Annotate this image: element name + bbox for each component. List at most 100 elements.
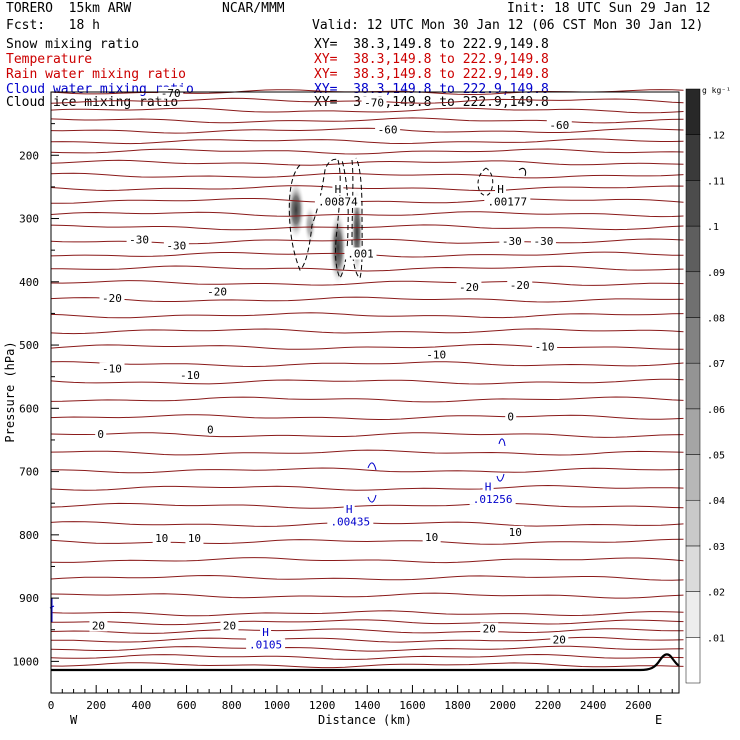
temperature-label: -10 bbox=[102, 363, 122, 376]
isotherm bbox=[50, 636, 684, 643]
temperature-label: -20 bbox=[207, 285, 227, 298]
label-backdrop bbox=[152, 532, 171, 545]
field-xy-snow: XY= 38.3,149.8 to 222.9,149.8 bbox=[314, 37, 549, 52]
colorbar-tick-label: .01 bbox=[707, 633, 725, 644]
colorbar-tick-label: .07 bbox=[707, 359, 725, 370]
temperature-label: -30 bbox=[534, 235, 554, 248]
colorbar-swatch bbox=[685, 317, 701, 364]
colorbar: .01 .02 .03 .04 .05 .06 .07 .08 .09 .1 .11 .12 bbox=[685, 88, 725, 684]
isotherm bbox=[51, 619, 684, 626]
x-tick-label: 800 bbox=[222, 699, 242, 712]
field-name-snow: Snow mixing ratio bbox=[6, 37, 140, 52]
valid-time: Valid: 12 UTC Mon 30 Jan 12 (06 CST Mon … bbox=[312, 18, 704, 33]
isotherm bbox=[50, 117, 684, 124]
colorbar-tick-label: .06 bbox=[707, 405, 725, 416]
isotherm bbox=[50, 653, 684, 660]
west-label: W bbox=[70, 713, 78, 727]
organization: NCAR/MMM bbox=[222, 1, 285, 16]
cloud-water-label: H bbox=[262, 626, 269, 639]
cloud-water-label: .0105 bbox=[249, 638, 282, 651]
isotherm bbox=[50, 449, 684, 456]
snow-label: H bbox=[497, 183, 504, 196]
label-backdrop bbox=[480, 622, 499, 635]
y-axis: 200 300 400 500 600 700 800 900 1000 bbox=[13, 123, 59, 668]
isotherm bbox=[50, 138, 684, 145]
field-xy-temperature: XY= 38.3,149.8 to 222.9,149.8 bbox=[314, 52, 549, 67]
isotherm bbox=[50, 538, 684, 545]
isotherm bbox=[51, 265, 684, 272]
x-tick-label: 2000 bbox=[490, 699, 517, 712]
label-backdrop bbox=[185, 532, 204, 545]
y-tick-label: 400 bbox=[19, 276, 39, 289]
label-backdrop bbox=[375, 123, 401, 136]
isotherm bbox=[50, 172, 684, 179]
label-backdrop bbox=[163, 239, 189, 252]
temperature-label: 10 bbox=[188, 532, 201, 545]
isotherm bbox=[50, 224, 684, 231]
x-tick-label: 400 bbox=[131, 699, 151, 712]
label-backdrop bbox=[99, 362, 125, 375]
temperature-label: -20 bbox=[459, 281, 479, 294]
colorbar-swatch bbox=[685, 180, 701, 227]
colorbar-tick-label: .04 bbox=[707, 496, 725, 507]
colorbar-swatch bbox=[685, 225, 701, 273]
isotherm bbox=[50, 645, 684, 652]
temperature-label: -30 bbox=[166, 239, 186, 252]
label-backdrop bbox=[530, 234, 556, 247]
label-backdrop bbox=[505, 410, 517, 423]
isotherm bbox=[50, 361, 684, 368]
temperature-label: 20 bbox=[223, 619, 236, 632]
label-backdrop bbox=[344, 247, 377, 260]
isotherm bbox=[50, 148, 684, 155]
colorbar-tick-label: .12 bbox=[707, 131, 725, 142]
label-backdrop bbox=[327, 515, 374, 528]
contour-labels: -70 -70 -60 -60 -30 -30 -30 -30 -20 -20 -20 -20 -10 -… bbox=[89, 86, 572, 651]
label-backdrop bbox=[482, 480, 494, 493]
colorbar-tick-label: .1 bbox=[707, 222, 719, 233]
cloud-water-label: H bbox=[346, 503, 353, 516]
label-backdrop bbox=[550, 633, 569, 646]
field-name-rain: Rain water mixing ratio bbox=[6, 67, 187, 82]
isotherm bbox=[50, 557, 684, 564]
y-tick-label: 600 bbox=[19, 402, 39, 415]
temperature-label: 20 bbox=[483, 623, 496, 636]
temperature-label: -70 bbox=[161, 87, 181, 100]
temperature-label: 20 bbox=[553, 633, 566, 646]
isotherm bbox=[50, 414, 684, 421]
colorbar-tick-label: .08 bbox=[707, 313, 725, 324]
colorbar-swatch bbox=[685, 637, 701, 684]
forecast-hour: Fcst: 18 h bbox=[6, 18, 100, 33]
x-tick-label: 1600 bbox=[399, 699, 426, 712]
isotherm bbox=[50, 312, 684, 319]
x-tick-label: 600 bbox=[177, 699, 197, 712]
label-backdrop bbox=[89, 619, 108, 632]
isotherm bbox=[50, 396, 684, 403]
isotherm bbox=[50, 185, 684, 192]
isotherm bbox=[50, 107, 684, 114]
snow-contours bbox=[288, 157, 494, 280]
cloud-water-label: H bbox=[485, 480, 492, 493]
isotherm bbox=[50, 328, 684, 335]
colorbar-swatch bbox=[685, 271, 701, 318]
x-tick-label: 200 bbox=[86, 699, 106, 712]
isotherm bbox=[50, 211, 684, 218]
y-tick-label: 500 bbox=[19, 339, 39, 352]
label-backdrop bbox=[220, 619, 239, 632]
label-backdrop bbox=[260, 625, 272, 638]
colorbar-swatch bbox=[685, 408, 701, 455]
label-backdrop bbox=[456, 281, 482, 294]
isotherm bbox=[50, 296, 684, 303]
isotherm bbox=[50, 502, 684, 509]
temperature-label: 10 bbox=[155, 532, 168, 545]
label-backdrop bbox=[532, 340, 558, 353]
temperature-label: 10 bbox=[425, 531, 438, 544]
x-axis: 0 200 400 600 800 1000 1200 1400 1600 1800 2000 220… bbox=[48, 685, 673, 712]
temperature-label: -20 bbox=[102, 292, 122, 305]
isotherm bbox=[50, 127, 684, 134]
isotherm bbox=[50, 574, 684, 581]
plot-frame bbox=[50, 91, 680, 694]
isotherm bbox=[50, 343, 684, 350]
isotherm bbox=[50, 628, 684, 634]
label-backdrop bbox=[177, 368, 203, 381]
snow-label: .001 bbox=[347, 247, 374, 260]
